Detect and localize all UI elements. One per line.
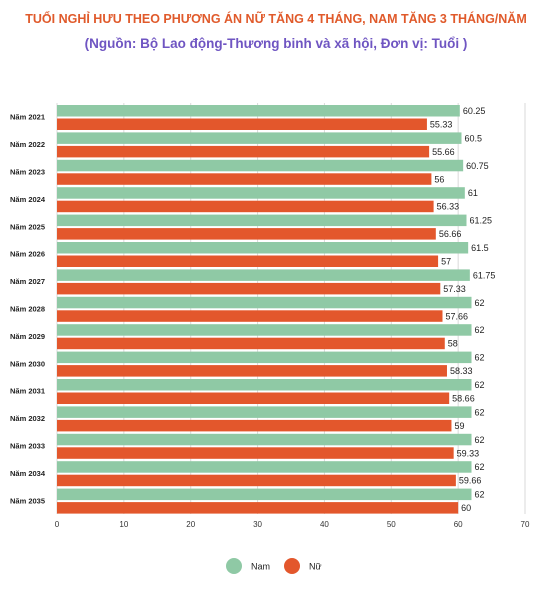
value-label-nam: 62 [475,407,485,417]
bar-nu [57,173,432,185]
category-label: Năm 2029 [10,332,45,341]
value-label-nam: 62 [475,490,485,500]
category-label: Năm 2027 [10,277,45,286]
chart-title: TUỔI NGHỈ HƯU THEO PHƯƠNG ÁN NỮ TĂNG 4 T… [25,12,527,26]
category-label: Năm 2026 [10,250,45,259]
bar-nam [57,488,472,501]
bar-nu [57,145,430,158]
legend-label-nam: Nam [251,562,270,572]
chart-subtitle: (Nguồn: Bộ Lao động-Thương binh và xã hộ… [84,36,468,51]
value-label-nu: 57 [441,257,451,267]
bar-nu [57,392,450,404]
bar-nam [57,132,462,144]
bar-nu [57,474,456,487]
category-label: Năm 2034 [10,469,46,478]
bar-nu [57,365,447,377]
bar-nu [57,200,434,213]
category-label: Năm 2028 [10,305,45,314]
value-label-nu: 59.66 [459,476,482,486]
value-label-nam: 60.75 [466,161,489,171]
category-label: Năm 2021 [10,113,45,122]
value-label-nam: 61.25 [470,216,493,226]
bar-nu [57,282,441,295]
value-label-nam: 62 [475,353,485,363]
category-label: Năm 2035 [10,496,45,505]
category-label: Năm 2031 [10,387,45,396]
category-label: Năm 2024 [10,195,46,204]
value-label-nu: 58.33 [450,366,473,376]
bar-nu [57,447,454,459]
bar-nam [57,379,472,391]
legend-swatch-nam [226,558,242,574]
bar-nam [57,461,472,473]
value-label-nam: 62 [475,325,485,335]
legend-label-nu: Nữ [309,562,322,572]
bar-nu [57,337,445,350]
value-label-nu: 59 [454,421,464,431]
value-label-nam: 62 [475,380,485,390]
value-label-nam: 61.75 [473,270,496,280]
bar-nu [57,419,452,432]
bar-nu [57,310,443,322]
bar-nam [57,105,460,117]
value-label-nam: 62 [475,298,485,308]
value-label-nu: 56 [434,174,444,184]
bar-nu [57,228,436,240]
value-label-nu: 58.66 [452,394,475,404]
x-tick-label: 40 [320,520,329,529]
value-label-nu: 55.66 [432,147,455,157]
category-label: Năm 2023 [10,168,45,177]
value-label-nam: 60.5 [464,133,482,143]
category-label: Năm 2030 [10,359,45,368]
x-tick-label: 10 [119,520,128,529]
x-tick-label: 30 [253,520,262,529]
bar-nam [57,351,472,364]
bar-nu [57,118,427,130]
x-tick-label: 70 [521,520,530,529]
value-label-nam: 61.5 [471,243,489,253]
x-tick-label: 0 [55,520,60,529]
bar-nam [57,242,469,254]
category-label: Năm 2025 [10,222,45,231]
value-label-nam: 61 [468,188,478,198]
category-label: Năm 2033 [10,442,45,451]
bar-nam [57,406,472,418]
value-label-nu: 59.33 [457,448,480,458]
category-label: Năm 2022 [10,140,45,149]
x-tick-label: 20 [186,520,195,529]
bar-nu [57,502,459,514]
value-label-nu: 56.33 [437,202,460,212]
bar-nam [57,187,465,199]
value-label-nam: 62 [475,462,485,472]
value-label-nu: 60 [461,503,471,513]
category-label: Năm 2032 [10,414,45,423]
value-label-nu: 57.66 [445,311,468,321]
legend-swatch-nu [284,558,300,574]
value-label-nu: 57.33 [443,284,466,294]
bar-nam [57,159,464,172]
bar-nam [57,433,472,446]
value-label-nam: 62 [475,435,485,445]
bar-nam [57,269,470,281]
bar-nam [57,214,467,227]
value-label-nu: 58 [448,339,458,349]
bar-nam [57,296,472,309]
value-label-nam: 60.25 [463,106,486,116]
value-label-nu: 55.33 [430,120,453,130]
x-tick-label: 60 [454,520,463,529]
bar-nam [57,324,472,336]
value-label-nu: 56.66 [439,229,462,239]
bar-nu [57,255,439,267]
x-tick-label: 50 [387,520,396,529]
